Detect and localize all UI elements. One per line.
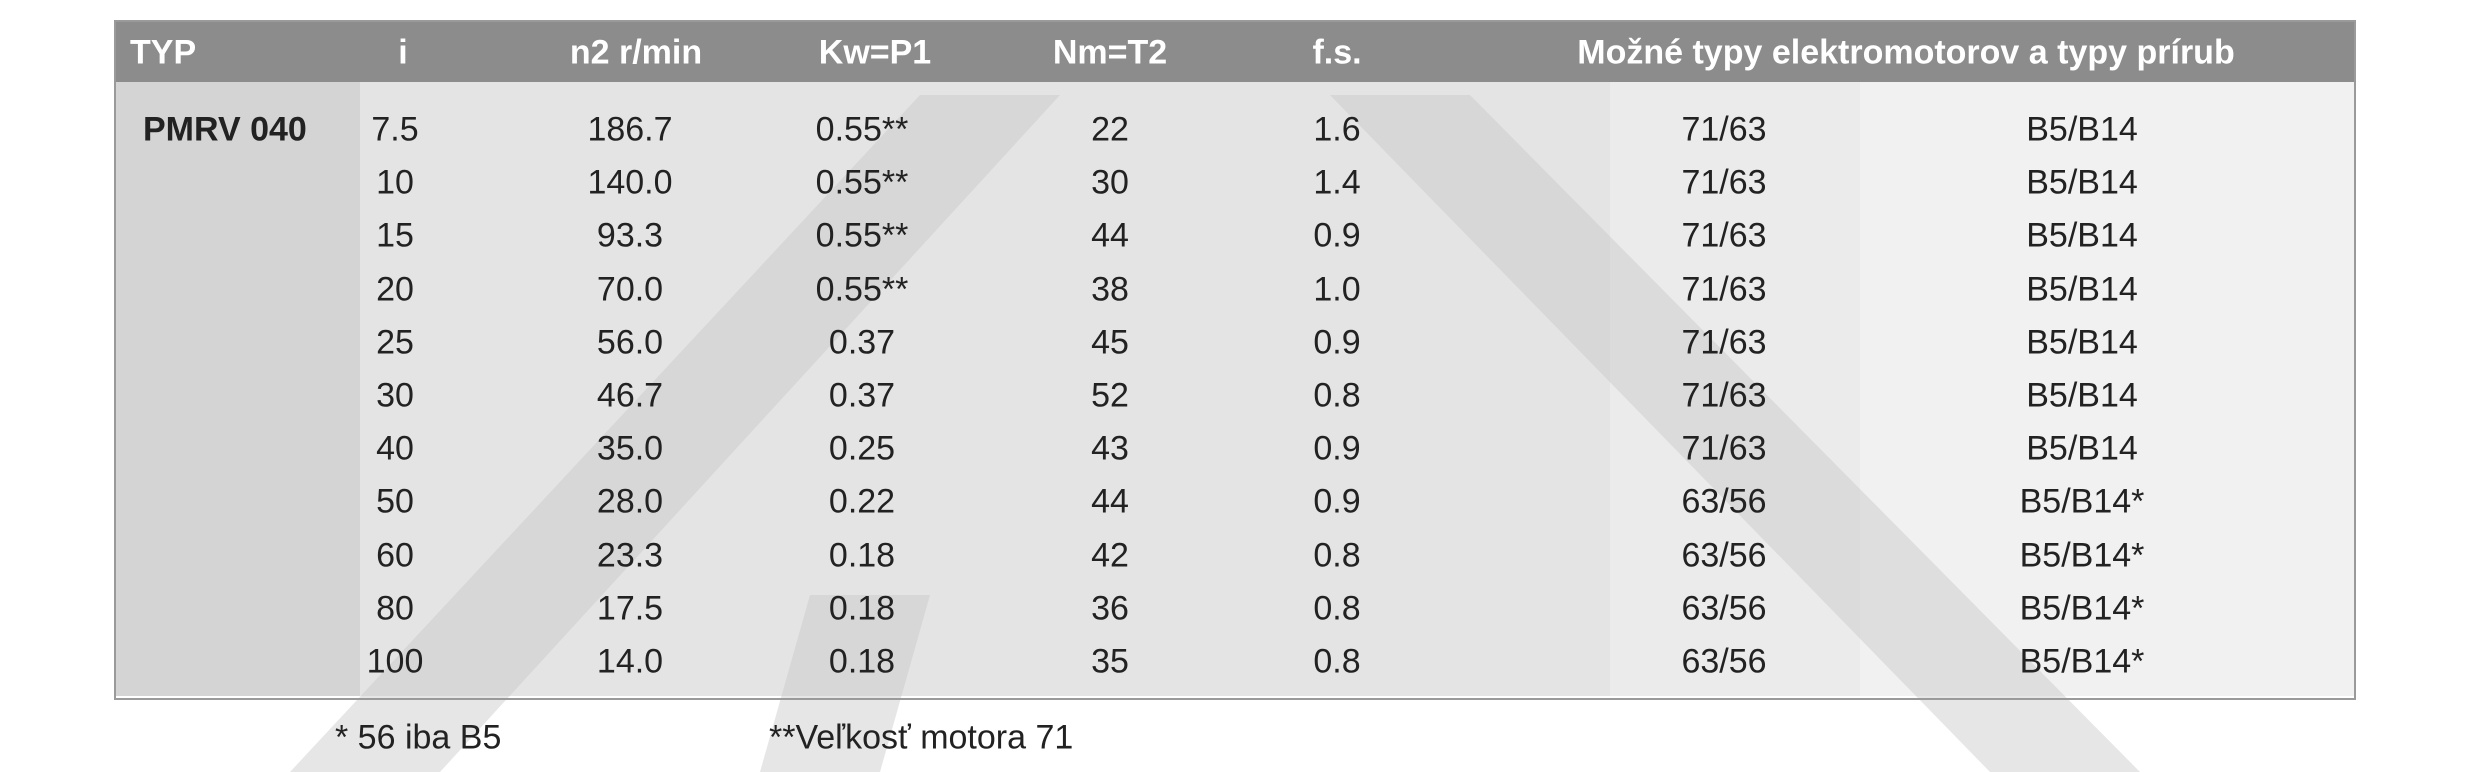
table-cell: 25	[376, 323, 414, 362]
typ-column	[115, 82, 360, 696]
table-cell: 63/56	[1681, 536, 1767, 575]
table-cell: 70.0	[596, 270, 664, 309]
table-cell: 0.9	[1313, 429, 1361, 468]
table-border	[114, 20, 2356, 700]
table-cell: 30	[376, 376, 414, 415]
footnote: **Veľkosť motora 71	[769, 718, 1074, 757]
table-cell: 0.55**	[815, 270, 909, 309]
header-cell: i	[398, 33, 408, 72]
table-cell: 0.55**	[815, 216, 909, 255]
header-cell: Kw=P1	[818, 33, 932, 72]
table-cell: B5/B14	[2026, 216, 2138, 255]
table-cell: 52	[1091, 376, 1129, 415]
table-cell: 0.8	[1313, 642, 1361, 681]
table-cell: 0.18	[828, 536, 896, 575]
motor-column	[1610, 82, 1860, 696]
table-cell: 15	[376, 216, 414, 255]
table-cell: 28.0	[596, 482, 664, 521]
table-cell: 71/63	[1681, 110, 1767, 149]
table-cell: 56.0	[596, 323, 664, 362]
table-cell: 63/56	[1681, 482, 1767, 521]
table-cell: 50	[376, 482, 414, 521]
table-cell: 0.37	[828, 323, 896, 362]
table-cell: 40	[376, 429, 414, 468]
table-cell: 93.3	[596, 216, 664, 255]
table-cell: 0.9	[1313, 323, 1361, 362]
table-cell: 22	[1091, 110, 1129, 149]
table-cell: B5/B14*	[2019, 536, 2145, 575]
table-cell: B5/B14	[2026, 429, 2138, 468]
header-cell: n2 r/min	[569, 33, 703, 72]
table-cell: 0.8	[1313, 589, 1361, 628]
table-cell: 17.5	[596, 589, 664, 628]
table-cell: 63/56	[1681, 642, 1767, 681]
table-cell: B5/B14*	[2019, 642, 2145, 681]
table-cell: 0.9	[1313, 216, 1361, 255]
table-cell: 7.5	[371, 110, 419, 149]
table-cell: 71/63	[1681, 323, 1767, 362]
table-cell: 35	[1091, 642, 1129, 681]
header-cell: f.s.	[1312, 33, 1362, 72]
table-cell: 1.6	[1313, 110, 1361, 149]
table-cell: 0.55**	[815, 163, 909, 202]
table-cell: B5/B14	[2026, 323, 2138, 362]
table-cell: 44	[1091, 482, 1129, 521]
table-cell: B5/B14	[2026, 163, 2138, 202]
table-cell: 0.37	[828, 376, 896, 415]
table-cell: 43	[1091, 429, 1129, 468]
table-cell: 80	[376, 589, 414, 628]
table-cell: 60	[376, 536, 414, 575]
header-cell: Nm=T2	[1052, 33, 1168, 72]
table-cell: B5/B14	[2026, 270, 2138, 309]
table-cell: 0.8	[1313, 536, 1361, 575]
table-cell: 0.55**	[815, 110, 909, 149]
table-cell: 0.18	[828, 642, 896, 681]
table-cell: 35.0	[596, 429, 664, 468]
table-cell: 140.0	[587, 163, 673, 202]
table-cell: 10	[376, 163, 414, 202]
table-cell: B5/B14*	[2019, 589, 2145, 628]
table-cell: 0.9	[1313, 482, 1361, 521]
table-cell: 71/63	[1681, 270, 1767, 309]
table-cell: B5/B14*	[2019, 482, 2145, 521]
table-cell: 45	[1091, 323, 1129, 362]
table-cell: 42	[1091, 536, 1129, 575]
table-cell: B5/B14	[2026, 376, 2138, 415]
table-cell: 0.22	[828, 482, 896, 521]
table-cell: 14.0	[596, 642, 664, 681]
table-cell: 71/63	[1681, 163, 1767, 202]
table-cell: 63/56	[1681, 589, 1767, 628]
table-cell: 0.25	[828, 429, 896, 468]
table-cell: 36	[1091, 589, 1129, 628]
table-cell: 71/63	[1681, 429, 1767, 468]
table-cell: 0.8	[1313, 376, 1361, 415]
header-cell: TYP	[130, 33, 197, 72]
flange-column	[1860, 82, 2355, 696]
table-header	[115, 21, 2355, 82]
table-cell: 23.3	[596, 536, 664, 575]
table-cell: 100	[366, 642, 424, 681]
table-cell: 44	[1091, 216, 1129, 255]
table-cell: 71/63	[1681, 216, 1767, 255]
table-cell: 20	[376, 270, 414, 309]
table-cell: 46.7	[596, 376, 664, 415]
table-cell: 30	[1091, 163, 1129, 202]
table-cell: 71/63	[1681, 376, 1767, 415]
group-label: PMRV 040	[143, 110, 307, 149]
table-cell: 0.18	[828, 589, 896, 628]
table-cell: B5/B14	[2026, 110, 2138, 149]
table-cell: 38	[1091, 270, 1129, 309]
table-cell: 186.7	[587, 110, 673, 149]
table-cell: 1.0	[1313, 270, 1361, 309]
footnote: * 56 iba B5	[335, 718, 502, 757]
table-cell: 1.4	[1313, 163, 1361, 202]
header-cell: Možné typy elektromotorov a typy prírub	[1577, 33, 2235, 72]
